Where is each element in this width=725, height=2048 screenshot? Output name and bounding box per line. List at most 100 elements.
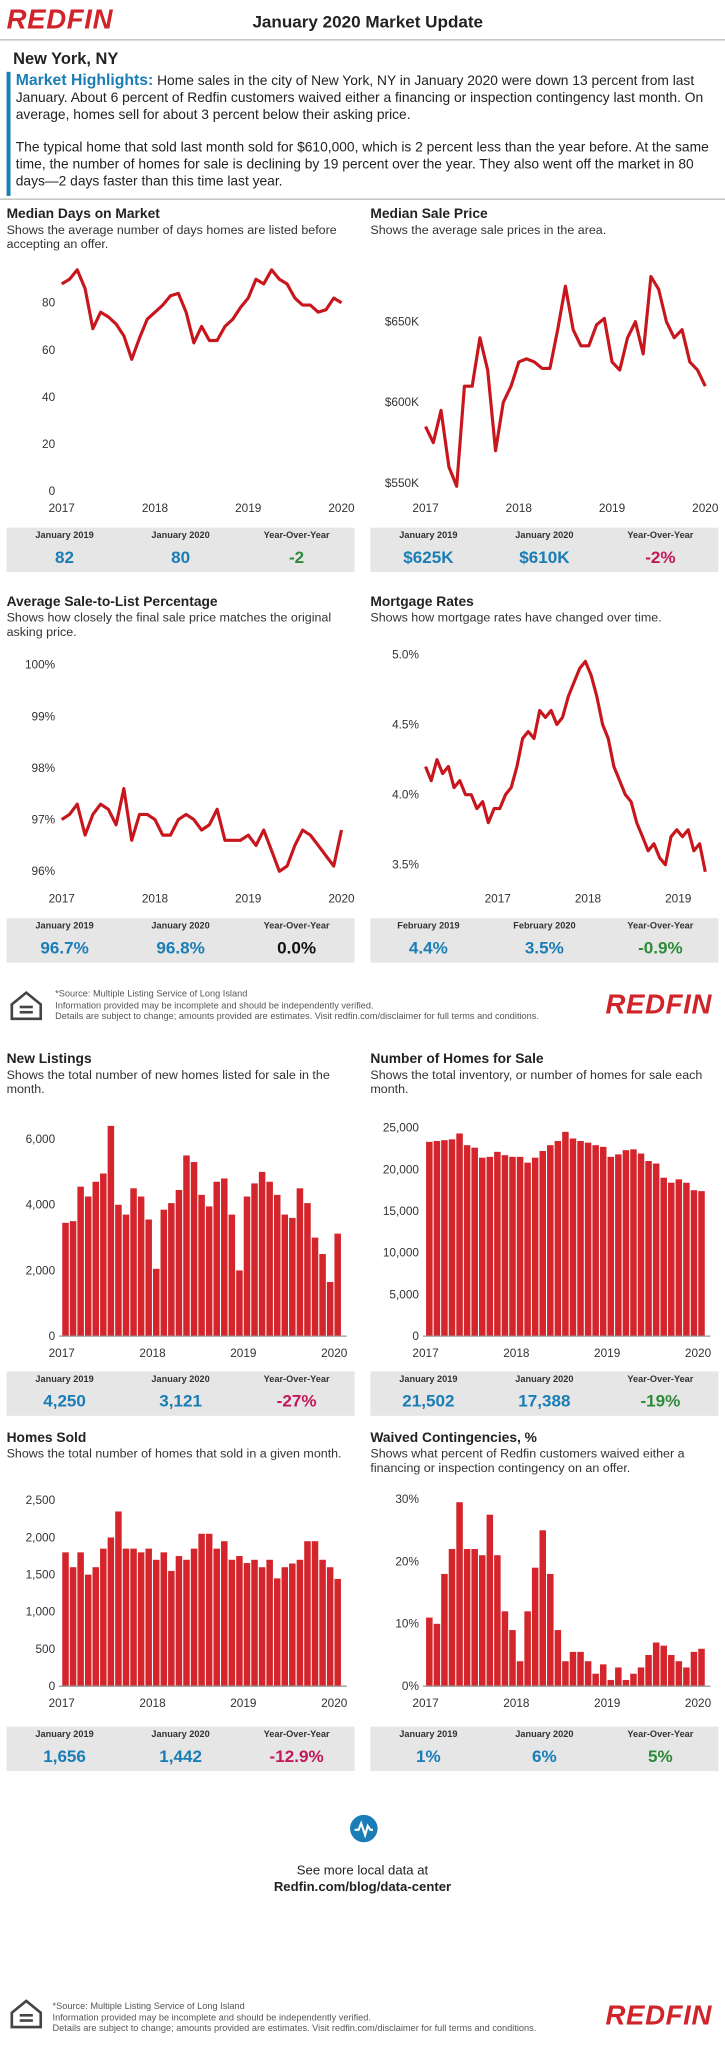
bar — [289, 1563, 296, 1687]
stat: Year-Over-Year -0.9% — [602, 918, 718, 962]
x-tick-label: 2017 — [412, 1697, 438, 1710]
stat: Year-Over-Year -2% — [602, 528, 718, 572]
stat-label: Year-Over-Year — [263, 1730, 330, 1740]
data-icon — [350, 1814, 378, 1843]
chart-panel: Number of Homes for Sale Shows the total … — [370, 1051, 719, 1416]
bar — [569, 1651, 577, 1687]
chart-title: Median Days on Market — [6, 206, 160, 223]
bar — [539, 1151, 546, 1337]
bar — [478, 1157, 486, 1337]
bar — [122, 1548, 130, 1687]
stat: Year-Over-Year -2 — [239, 528, 355, 572]
bar — [622, 1150, 630, 1337]
y-tick-label: 1,500 — [26, 1569, 56, 1582]
bar — [190, 1162, 198, 1337]
stat-value: 80 — [171, 547, 191, 567]
y-tick-label: 80 — [42, 297, 56, 310]
chart: 0 20 40 60 80 2017 2018 2019 2020 — [42, 268, 355, 515]
bar — [547, 1573, 554, 1687]
y-tick-label: 100% — [25, 659, 56, 672]
y-tick-label: 60 — [42, 344, 56, 357]
x-tick-label: 2020 — [685, 1347, 712, 1360]
stat-label: January 2019 — [399, 1375, 458, 1385]
stat: January 2020 6% — [486, 1727, 602, 1771]
footer-line: Information provided may be incomplete a… — [55, 1001, 374, 1011]
y-tick-label: 0 — [49, 485, 56, 498]
x-tick-label: 2019 — [235, 893, 261, 906]
stat-label: Year-Over-Year — [627, 1730, 694, 1740]
bar — [494, 1151, 501, 1337]
bar — [471, 1147, 478, 1337]
bar — [152, 1268, 160, 1337]
bar — [236, 1270, 243, 1337]
stat: January 2020 1,442 — [123, 1727, 239, 1771]
footer-note: *Source: Multiple Listing Service of Lon… — [53, 2002, 537, 2035]
bar — [607, 1156, 615, 1337]
stats-box: February 2019 4.4% February 2020 3.5% Year-O… — [370, 918, 719, 963]
bar — [501, 1155, 509, 1337]
x-tick-label: 2017 — [412, 1347, 438, 1360]
bar — [577, 1141, 584, 1337]
x-tick-label: 2019 — [594, 1347, 620, 1360]
stat: January 2019 4,250 — [7, 1371, 123, 1415]
stat-value: -19% — [640, 1390, 681, 1411]
x-tick-label: 2017 — [49, 502, 75, 515]
x-tick-label: 2020 — [328, 502, 354, 515]
y-tick-label: 99% — [32, 710, 56, 723]
bar — [539, 1530, 546, 1687]
bar — [221, 1541, 228, 1687]
stat-label: January 2019 — [35, 531, 94, 541]
x-tick-label: 2017 — [49, 893, 75, 906]
stat-value: -0.9% — [638, 937, 683, 958]
stat-label: Year-Over-Year — [627, 531, 694, 541]
bar — [501, 1611, 509, 1687]
bar — [62, 1552, 69, 1687]
chart: 0 5,000 10,000 15,000 20,000 25,000 2017 2018 20… — [383, 1122, 712, 1360]
x-tick-label: 2018 — [142, 893, 169, 906]
stat-value: -12.9% — [269, 1746, 324, 1766]
bar — [152, 1559, 160, 1687]
logo: REDFIN — [605, 990, 713, 1021]
highlights-text: Home sales in the city of New York, NY i… — [15, 73, 704, 123]
chart-panel: Median Days on Market Shows the average n… — [6, 206, 355, 573]
bar — [690, 1651, 698, 1687]
stat: Year-Over-Year 5% — [602, 1727, 718, 1771]
stat-label: January 2020 — [515, 1375, 574, 1385]
bar — [478, 1555, 486, 1687]
bar — [448, 1139, 456, 1337]
bar — [516, 1661, 524, 1687]
stat: January 2019 $625K — [370, 528, 486, 572]
footer-source: *Source: Multiple Listing Service of Lon… — [52, 2002, 245, 2012]
stat-value: 1% — [416, 1746, 441, 1766]
chart-panel: Average Sale-to-List Percentage Shows how… — [6, 594, 355, 963]
stat-label: January 2020 — [151, 1375, 210, 1385]
chart-subtitle: Shows the average sale prices in the are… — [370, 223, 607, 238]
bar — [304, 1203, 311, 1337]
stat-value: $610K — [519, 547, 570, 567]
bar — [107, 1125, 115, 1337]
divider — [0, 39, 725, 41]
chart-subtitle: Shows how closely the final sale price m… — [6, 611, 332, 640]
chart-panel: New Listings Shows the total number of ne… — [6, 1051, 355, 1416]
y-tick-label: 0% — [402, 1680, 420, 1693]
bar — [531, 1157, 539, 1337]
bar — [577, 1651, 584, 1687]
bar — [683, 1182, 690, 1337]
y-tick-label: 2,000 — [26, 1264, 56, 1277]
footer-line: Details are subject to change; amounts p… — [52, 2024, 537, 2034]
x-tick-label: 2017 — [412, 502, 438, 515]
more-data: See more local data at Redfin.com/blog/d… — [197, 1862, 528, 1896]
bar — [509, 1630, 516, 1687]
x-tick-label: 2019 — [235, 502, 261, 515]
y-tick-label: 96% — [32, 865, 56, 878]
y-tick-label: 15,000 — [383, 1205, 420, 1218]
y-tick-label: 4.5% — [392, 718, 419, 731]
stat: January 2020 96.8% — [123, 918, 239, 962]
y-tick-label: 500 — [35, 1643, 55, 1656]
bar — [168, 1203, 175, 1337]
y-tick-label: 20 — [42, 438, 56, 451]
chart-title: Waived Contingencies, % — [370, 1430, 537, 1446]
stat: January 2020 $610K — [486, 528, 602, 572]
stats-box: January 2019 21,502 January 2020 17,388 Year… — [370, 1371, 719, 1416]
